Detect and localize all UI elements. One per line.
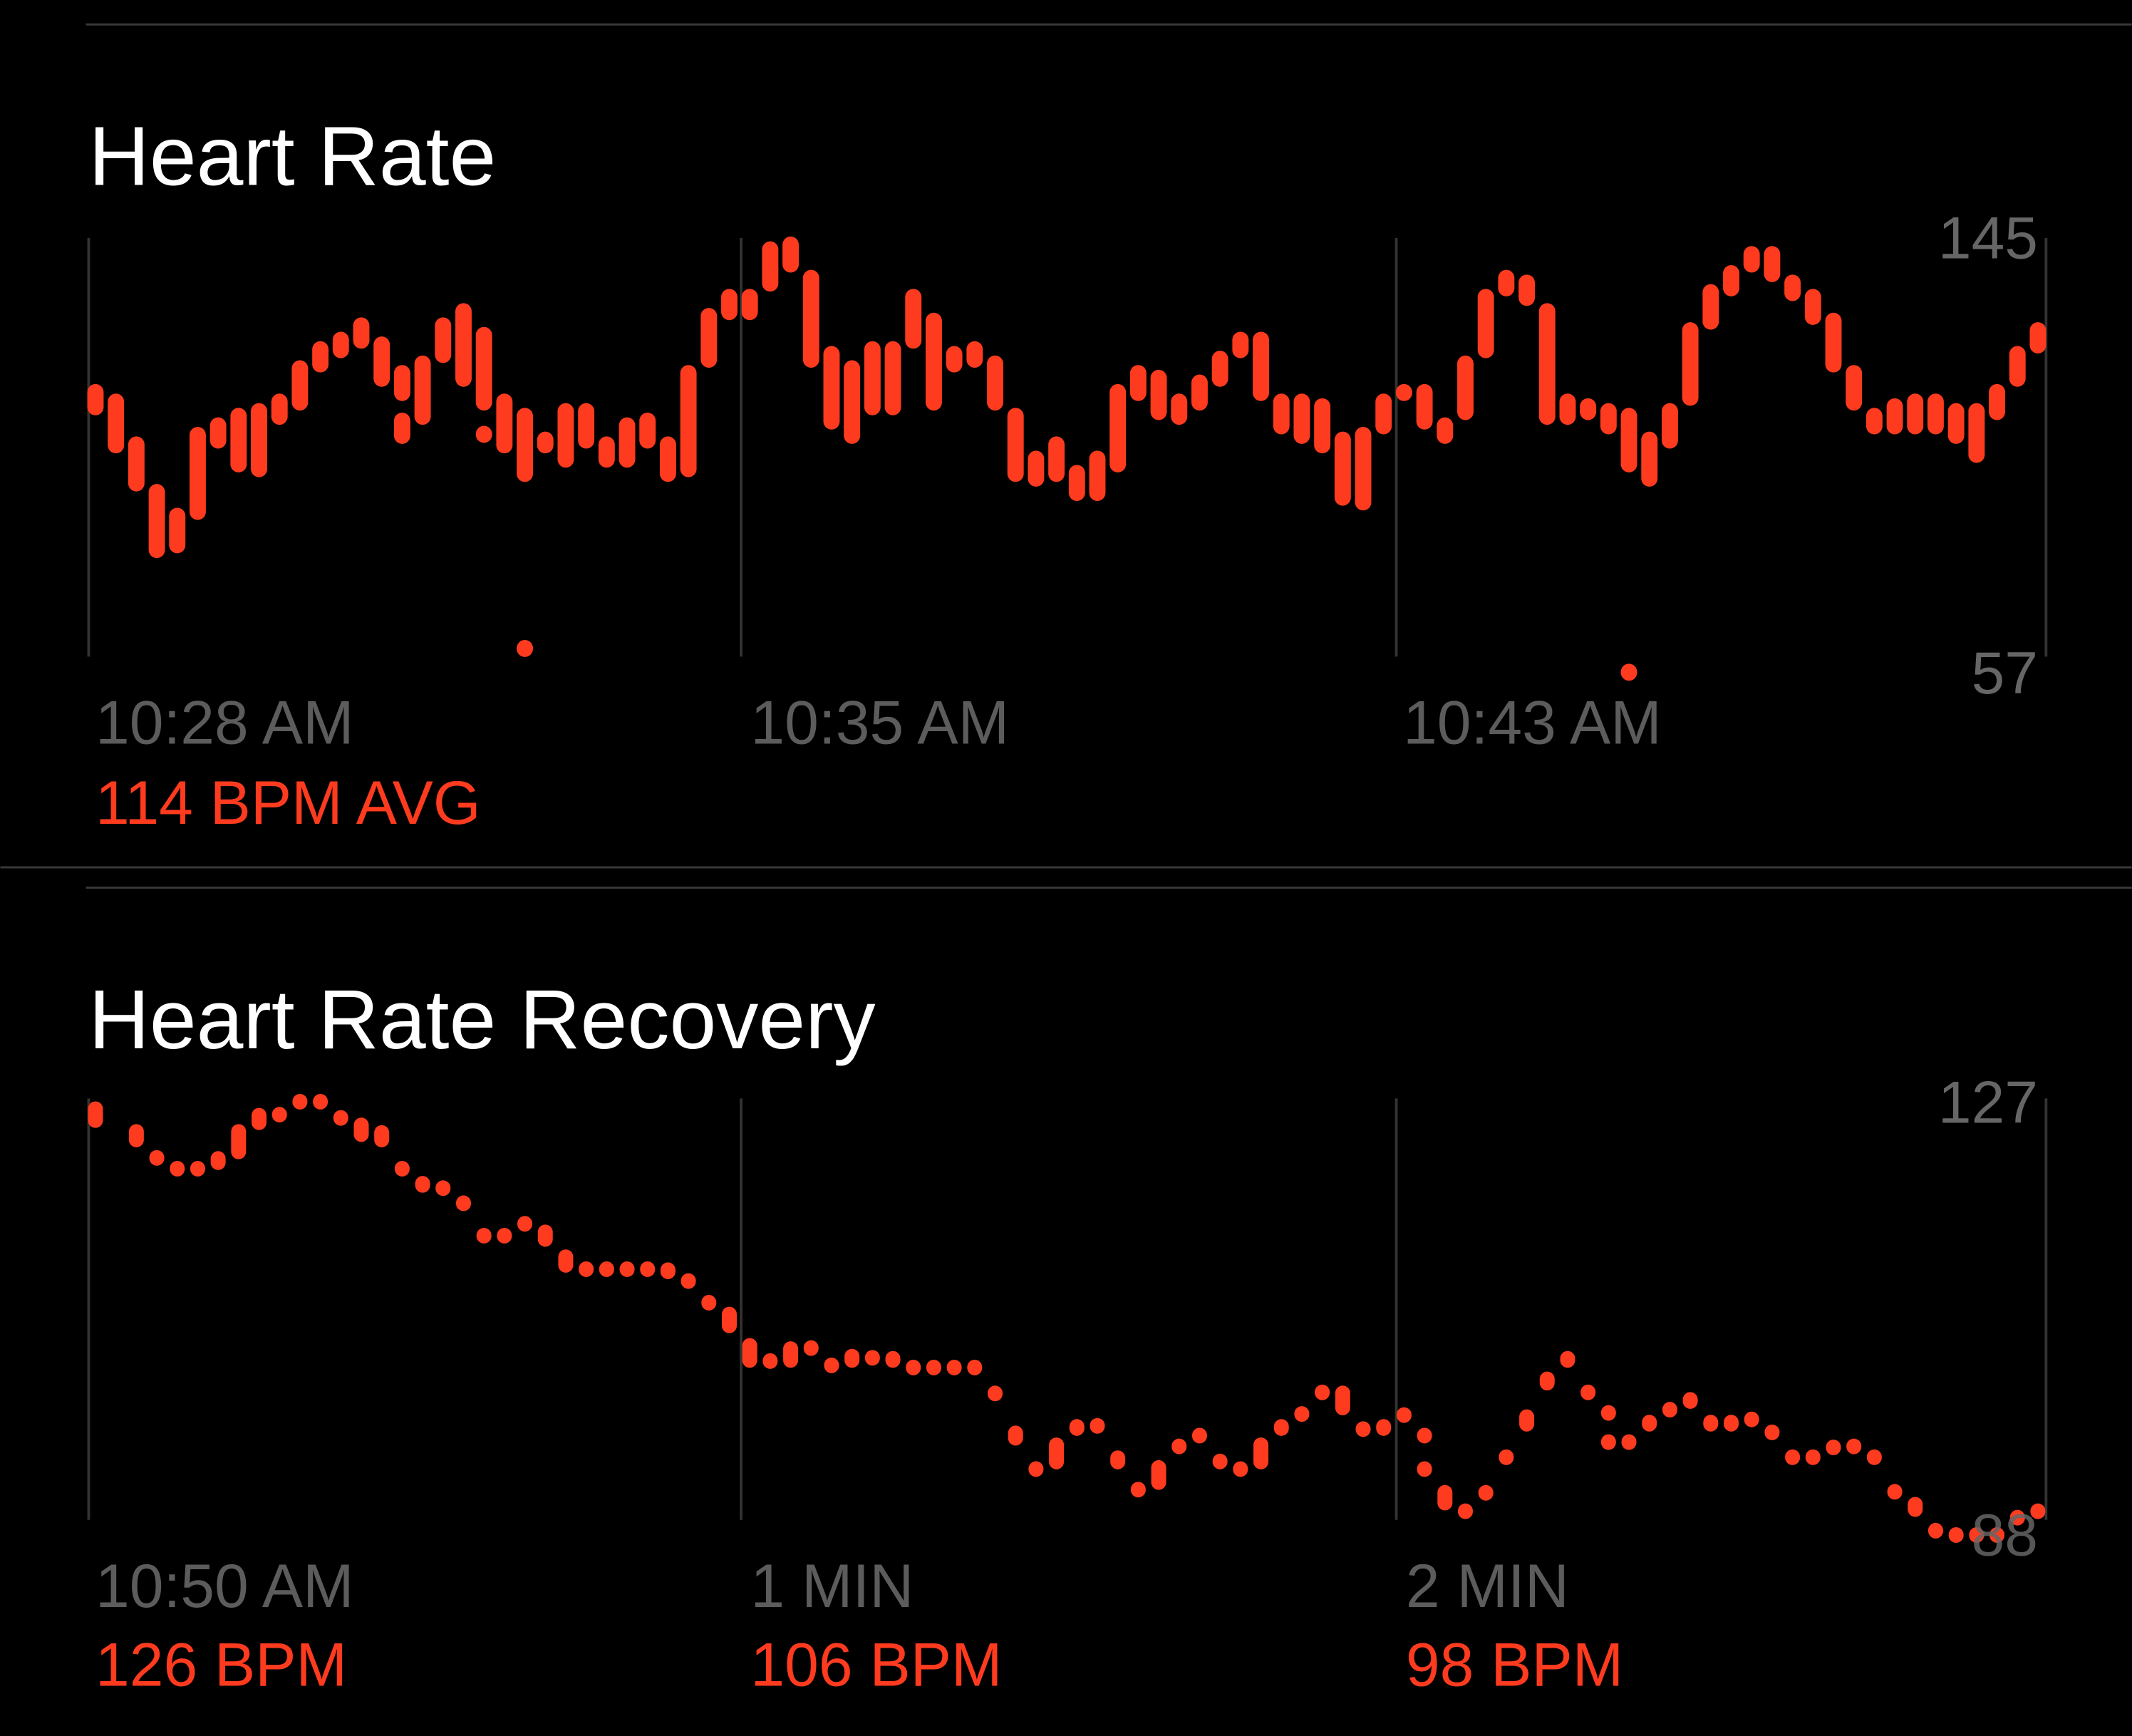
x-tick-label: 10:35 AM	[750, 688, 1009, 757]
bpm-at-2-min: 98 BPM	[1406, 1631, 1623, 1699]
x-tick-label: 2 MIN	[1406, 1552, 1569, 1621]
y-max-label: 127	[1938, 1069, 2038, 1136]
heart-rate-grid	[87, 237, 2048, 657]
x-tick-label: 10:28 AM	[95, 688, 354, 757]
x-tick-label: 10:43 AM	[1403, 688, 1662, 757]
bpm-at-1-min: 106 BPM	[750, 1631, 1002, 1699]
x-tick-label: 10:50 AM	[95, 1552, 354, 1621]
bpm-at-start: 126 BPM	[95, 1631, 347, 1699]
recovery-dots	[88, 1093, 2046, 1543]
recovery-title: Heart Rate Recovery	[88, 973, 875, 1067]
y-min-label: 57	[1972, 639, 2038, 706]
y-min-label: 88	[1972, 1501, 2038, 1568]
recovery-grid	[87, 1098, 2048, 1520]
heart-rate-title: Heart Rate	[88, 109, 496, 203]
heart-rate-section[interactable]: Heart Rate 145 57 10:28 AM 10:35 AM 10:4…	[87, 109, 2048, 837]
y-max-label: 145	[1938, 204, 2038, 271]
heart-rate-bars	[87, 236, 2046, 681]
heart-rate-recovery-section[interactable]: Heart Rate Recovery 127 88 10:50 AM 1 MI…	[87, 973, 2048, 1700]
x-tick-label: 1 MIN	[750, 1552, 914, 1621]
average-bpm: 114 BPM AVG	[95, 769, 481, 837]
